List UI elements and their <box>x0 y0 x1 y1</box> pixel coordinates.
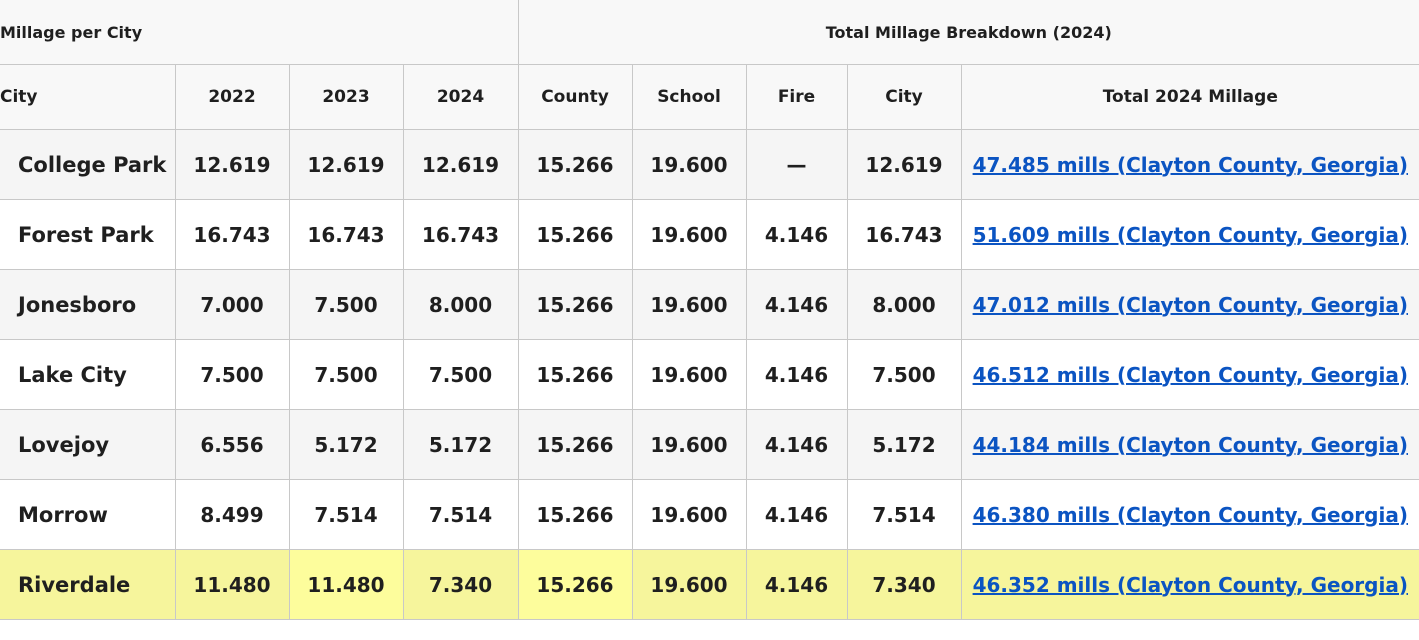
millage-2024-cell: 7.340 <box>402 549 519 620</box>
millage-2024-cell: 12.619 <box>402 129 519 200</box>
total-millage-cell: 47.012 mills (Clayton County, Georgia) <box>960 269 1419 340</box>
city-millage-cell: 7.514 <box>846 479 962 550</box>
fire-millage-cell: — <box>745 129 848 200</box>
table-row: College Park 12.619 12.619 12.619 15.266… <box>0 129 1419 200</box>
group-header-total-breakdown: Total Millage Breakdown (2024) <box>517 0 1419 65</box>
county-millage-cell: 15.266 <box>517 129 633 200</box>
total-millage-link[interactable]: 44.184 mills (Clayton County, Georgia) <box>972 432 1408 457</box>
total-millage-cell: 46.380 mills (Clayton County, Georgia) <box>960 479 1419 550</box>
table-row-highlighted: Riverdale 11.480 11.480 7.340 15.266 19.… <box>0 549 1419 620</box>
total-millage-cell: 46.352 mills (Clayton County, Georgia) <box>960 549 1419 620</box>
city-name-cell: Forest Park <box>0 199 176 270</box>
city-millage-cell: 12.619 <box>846 129 962 200</box>
school-millage-cell: 19.600 <box>631 199 747 270</box>
millage-2023-cell: 7.514 <box>288 479 404 550</box>
column-header-2022: 2022 <box>174 64 290 130</box>
total-millage-link[interactable]: 46.352 mills (Clayton County, Georgia) <box>972 572 1408 597</box>
millage-2023-cell: 11.480 <box>288 549 404 620</box>
city-name-cell: Lovejoy <box>0 409 176 480</box>
group-header-millage-per-city: Millage per City <box>0 0 519 65</box>
city-name-cell: Lake City <box>0 339 176 410</box>
column-header-city: City <box>0 64 176 130</box>
city-millage-cell: 7.340 <box>846 549 962 620</box>
city-millage-cell: 16.743 <box>846 199 962 270</box>
millage-2023-cell: 7.500 <box>288 269 404 340</box>
total-millage-cell: 47.485 mills (Clayton County, Georgia) <box>960 129 1419 200</box>
table-row: Forest Park 16.743 16.743 16.743 15.266 … <box>0 199 1419 270</box>
school-millage-cell: 19.600 <box>631 409 747 480</box>
millage-2024-cell: 16.743 <box>402 199 519 270</box>
county-millage-cell: 15.266 <box>517 479 633 550</box>
millage-2024-cell: 7.514 <box>402 479 519 550</box>
table-row: Lovejoy 6.556 5.172 5.172 15.266 19.600 … <box>0 409 1419 480</box>
city-name-cell: Morrow <box>0 479 176 550</box>
total-millage-link[interactable]: 47.012 mills (Clayton County, Georgia) <box>972 292 1408 317</box>
fire-millage-cell: 4.146 <box>745 199 848 270</box>
total-millage-cell: 51.609 mills (Clayton County, Georgia) <box>960 199 1419 270</box>
county-millage-cell: 15.266 <box>517 339 633 410</box>
millage-2023-cell: 7.500 <box>288 339 404 410</box>
school-millage-cell: 19.600 <box>631 269 747 340</box>
millage-2022-cell: 16.743 <box>174 199 290 270</box>
column-header-county: County <box>517 64 633 130</box>
millage-2024-cell: 8.000 <box>402 269 519 340</box>
millage-2024-cell: 7.500 <box>402 339 519 410</box>
millage-2022-cell: 11.480 <box>174 549 290 620</box>
city-millage-cell: 7.500 <box>846 339 962 410</box>
county-millage-cell: 15.266 <box>517 549 633 620</box>
column-header-fire: Fire <box>745 64 848 130</box>
column-header-city-millage: City <box>846 64 962 130</box>
millage-2022-cell: 6.556 <box>174 409 290 480</box>
total-millage-link[interactable]: 51.609 mills (Clayton County, Georgia) <box>972 222 1408 247</box>
city-name-cell: Riverdale <box>0 549 176 620</box>
county-millage-cell: 15.266 <box>517 409 633 480</box>
millage-2022-cell: 12.619 <box>174 129 290 200</box>
millage-2022-cell: 7.000 <box>174 269 290 340</box>
school-millage-cell: 19.600 <box>631 479 747 550</box>
column-header-school: School <box>631 64 747 130</box>
millage-2023-cell: 5.172 <box>288 409 404 480</box>
school-millage-cell: 19.600 <box>631 339 747 410</box>
fire-millage-cell: 4.146 <box>745 339 848 410</box>
city-millage-cell: 5.172 <box>846 409 962 480</box>
millage-table: Millage per City Total Millage Breakdown… <box>0 0 1419 620</box>
column-header-total-2024-millage: Total 2024 Millage <box>960 64 1419 130</box>
county-millage-cell: 15.266 <box>517 199 633 270</box>
millage-2023-cell: 12.619 <box>288 129 404 200</box>
table-row: Morrow 8.499 7.514 7.514 15.266 19.600 4… <box>0 479 1419 550</box>
county-millage-cell: 15.266 <box>517 269 633 340</box>
fire-millage-cell: 4.146 <box>745 269 848 340</box>
school-millage-cell: 19.600 <box>631 549 747 620</box>
group-header-row: Millage per City Total Millage Breakdown… <box>0 0 1419 65</box>
column-header-row: City 2022 2023 2024 County School Fire C… <box>0 64 1419 130</box>
city-name-cell: Jonesboro <box>0 269 176 340</box>
column-header-2024: 2024 <box>402 64 519 130</box>
millage-2023-cell: 16.743 <box>288 199 404 270</box>
total-millage-cell: 44.184 mills (Clayton County, Georgia) <box>960 409 1419 480</box>
total-millage-link[interactable]: 46.380 mills (Clayton County, Georgia) <box>972 502 1408 527</box>
total-millage-link[interactable]: 47.485 mills (Clayton County, Georgia) <box>972 152 1408 177</box>
table-row: Jonesboro 7.000 7.500 8.000 15.266 19.60… <box>0 269 1419 340</box>
total-millage-link[interactable]: 46.512 mills (Clayton County, Georgia) <box>972 362 1408 387</box>
millage-2022-cell: 8.499 <box>174 479 290 550</box>
fire-millage-cell: 4.146 <box>745 549 848 620</box>
millage-2024-cell: 5.172 <box>402 409 519 480</box>
column-header-2023: 2023 <box>288 64 404 130</box>
millage-2022-cell: 7.500 <box>174 339 290 410</box>
city-millage-cell: 8.000 <box>846 269 962 340</box>
total-millage-cell: 46.512 mills (Clayton County, Georgia) <box>960 339 1419 410</box>
fire-millage-cell: 4.146 <box>745 409 848 480</box>
table-row: Lake City 7.500 7.500 7.500 15.266 19.60… <box>0 339 1419 410</box>
school-millage-cell: 19.600 <box>631 129 747 200</box>
fire-millage-cell: 4.146 <box>745 479 848 550</box>
city-name-cell: College Park <box>0 129 176 200</box>
